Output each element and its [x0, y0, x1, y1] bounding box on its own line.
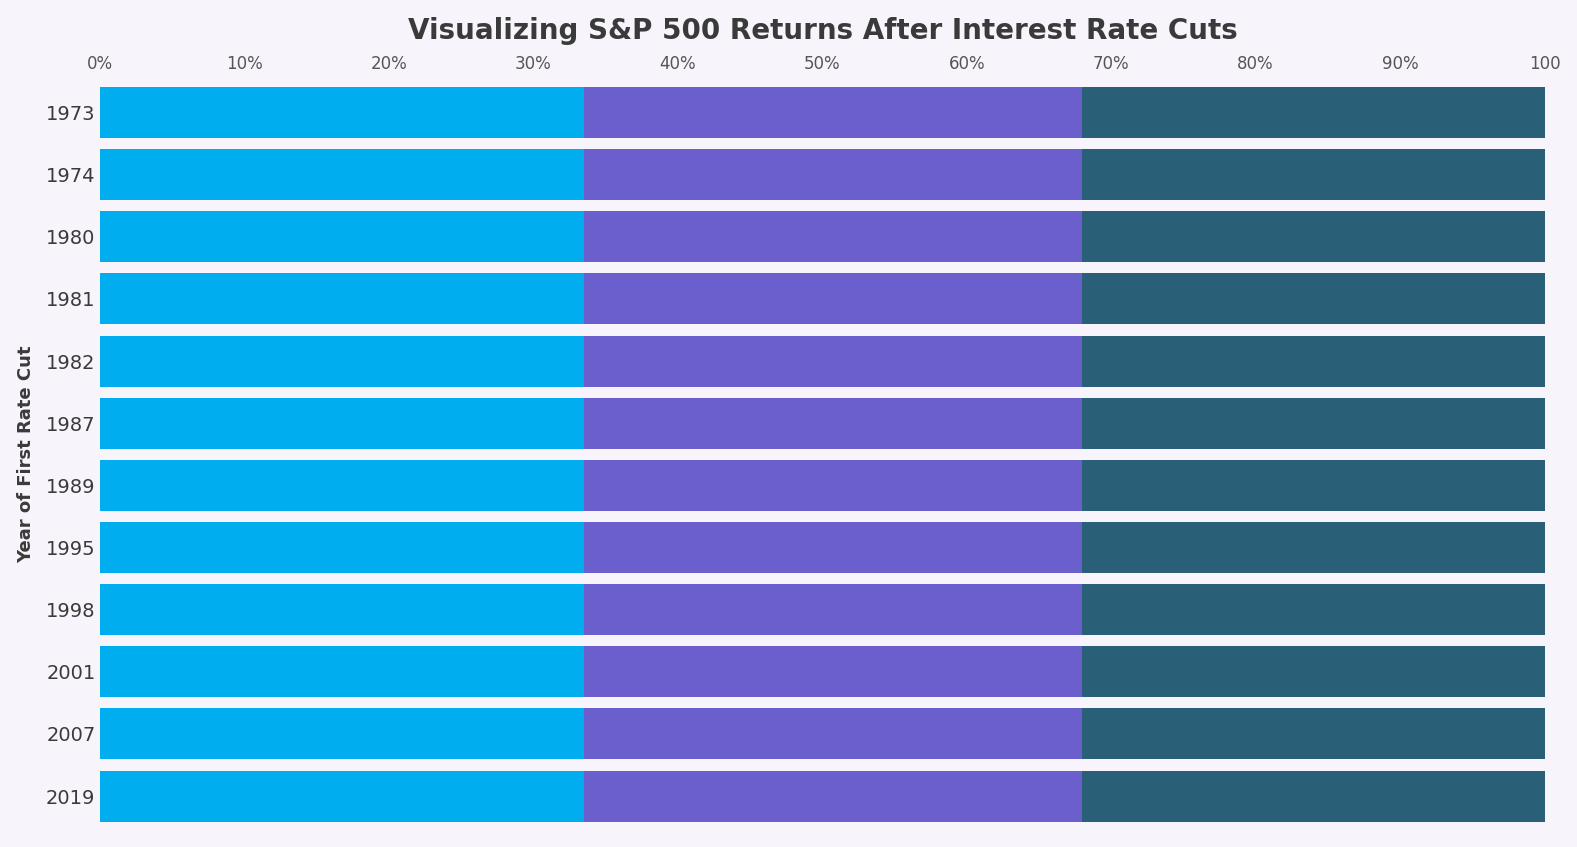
- Bar: [583, 274, 1082, 324]
- Bar: [101, 149, 583, 200]
- Bar: [1082, 149, 1544, 200]
- Bar: [1082, 335, 1544, 386]
- Bar: [101, 398, 583, 449]
- Bar: [101, 460, 583, 511]
- Bar: [583, 149, 1082, 200]
- Bar: [583, 87, 1082, 138]
- Bar: [583, 335, 1082, 386]
- Title: Visualizing S&P 500 Returns After Interest Rate Cuts: Visualizing S&P 500 Returns After Intere…: [407, 17, 1238, 45]
- Bar: [583, 708, 1082, 760]
- Bar: [1082, 460, 1544, 511]
- Bar: [583, 771, 1082, 822]
- Bar: [1082, 646, 1544, 697]
- Bar: [101, 646, 583, 697]
- Bar: [101, 771, 583, 822]
- Bar: [1082, 771, 1544, 822]
- Bar: [101, 211, 583, 263]
- Bar: [583, 584, 1082, 635]
- Bar: [583, 211, 1082, 263]
- Bar: [101, 274, 583, 324]
- Bar: [101, 335, 583, 386]
- Bar: [583, 398, 1082, 449]
- Bar: [101, 522, 583, 573]
- Bar: [1082, 274, 1544, 324]
- Bar: [1082, 87, 1544, 138]
- Bar: [1082, 708, 1544, 760]
- Bar: [1082, 584, 1544, 635]
- Bar: [583, 460, 1082, 511]
- Bar: [101, 87, 583, 138]
- Bar: [1082, 522, 1544, 573]
- Y-axis label: Year of First Rate Cut: Year of First Rate Cut: [17, 346, 35, 563]
- Bar: [101, 584, 583, 635]
- Bar: [583, 646, 1082, 697]
- Bar: [1082, 211, 1544, 263]
- Bar: [1082, 398, 1544, 449]
- Bar: [583, 522, 1082, 573]
- Bar: [101, 708, 583, 760]
